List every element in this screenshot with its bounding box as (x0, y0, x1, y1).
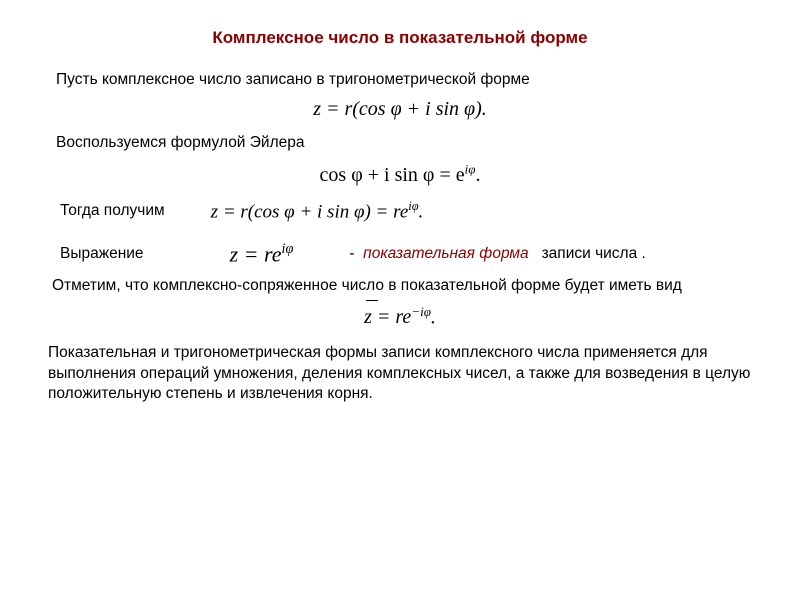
formula-conjugate: z = re−iφ. (48, 304, 752, 330)
page-title: Комплексное число в показательной форме (48, 28, 752, 48)
exp-exp: iφ (281, 241, 293, 257)
intro-text: Пусть комплексное число записано в триго… (56, 70, 752, 90)
emphasis-text: показательная форма (363, 245, 528, 262)
chain-dot: . (419, 201, 424, 222)
summary-text: Показательная и тригонометрическая формы… (48, 343, 752, 403)
exp-form-desc: - показательная форма записи числа . (349, 245, 645, 263)
formula-euler: cos φ + i sin φ = eiφ. (48, 161, 752, 187)
then-get-text: Тогда получим (60, 201, 165, 221)
euler-dot: . (475, 164, 480, 186)
dash: - (349, 245, 354, 262)
tail-text: записи числа . (542, 245, 646, 262)
chain-exp: iφ (408, 199, 418, 213)
conj-z: z = re (364, 306, 411, 329)
conj-exp: −iφ (411, 304, 431, 319)
conj-lhs: z = re (364, 306, 411, 328)
exp-lhs: z = re (230, 242, 282, 267)
euler-text: Воспользуемся формулой Эйлера (56, 133, 752, 153)
formula-chain: z = r(cos φ + i sin φ) = reiφ. (211, 199, 424, 223)
euler-exp: iφ (465, 161, 476, 176)
chain-lhs: z = r(cos φ + i sin φ) = re (211, 201, 409, 222)
formula-trig-form: z = r(cos φ + i sin φ). (48, 98, 752, 121)
conj-dot: . (431, 306, 436, 328)
conjugate-text: Отметим, что комплексно-сопряженное числ… (52, 276, 752, 296)
formula-content: cos φ + i sin φ = eiφ. (320, 164, 481, 186)
euler-lhs: cos φ + i sin φ = e (320, 164, 465, 186)
formula-exponential: z = reiφ (230, 241, 294, 267)
expression-label: Выражение (60, 244, 144, 264)
formula-content: z = r(cos φ + i sin φ). (313, 98, 487, 120)
